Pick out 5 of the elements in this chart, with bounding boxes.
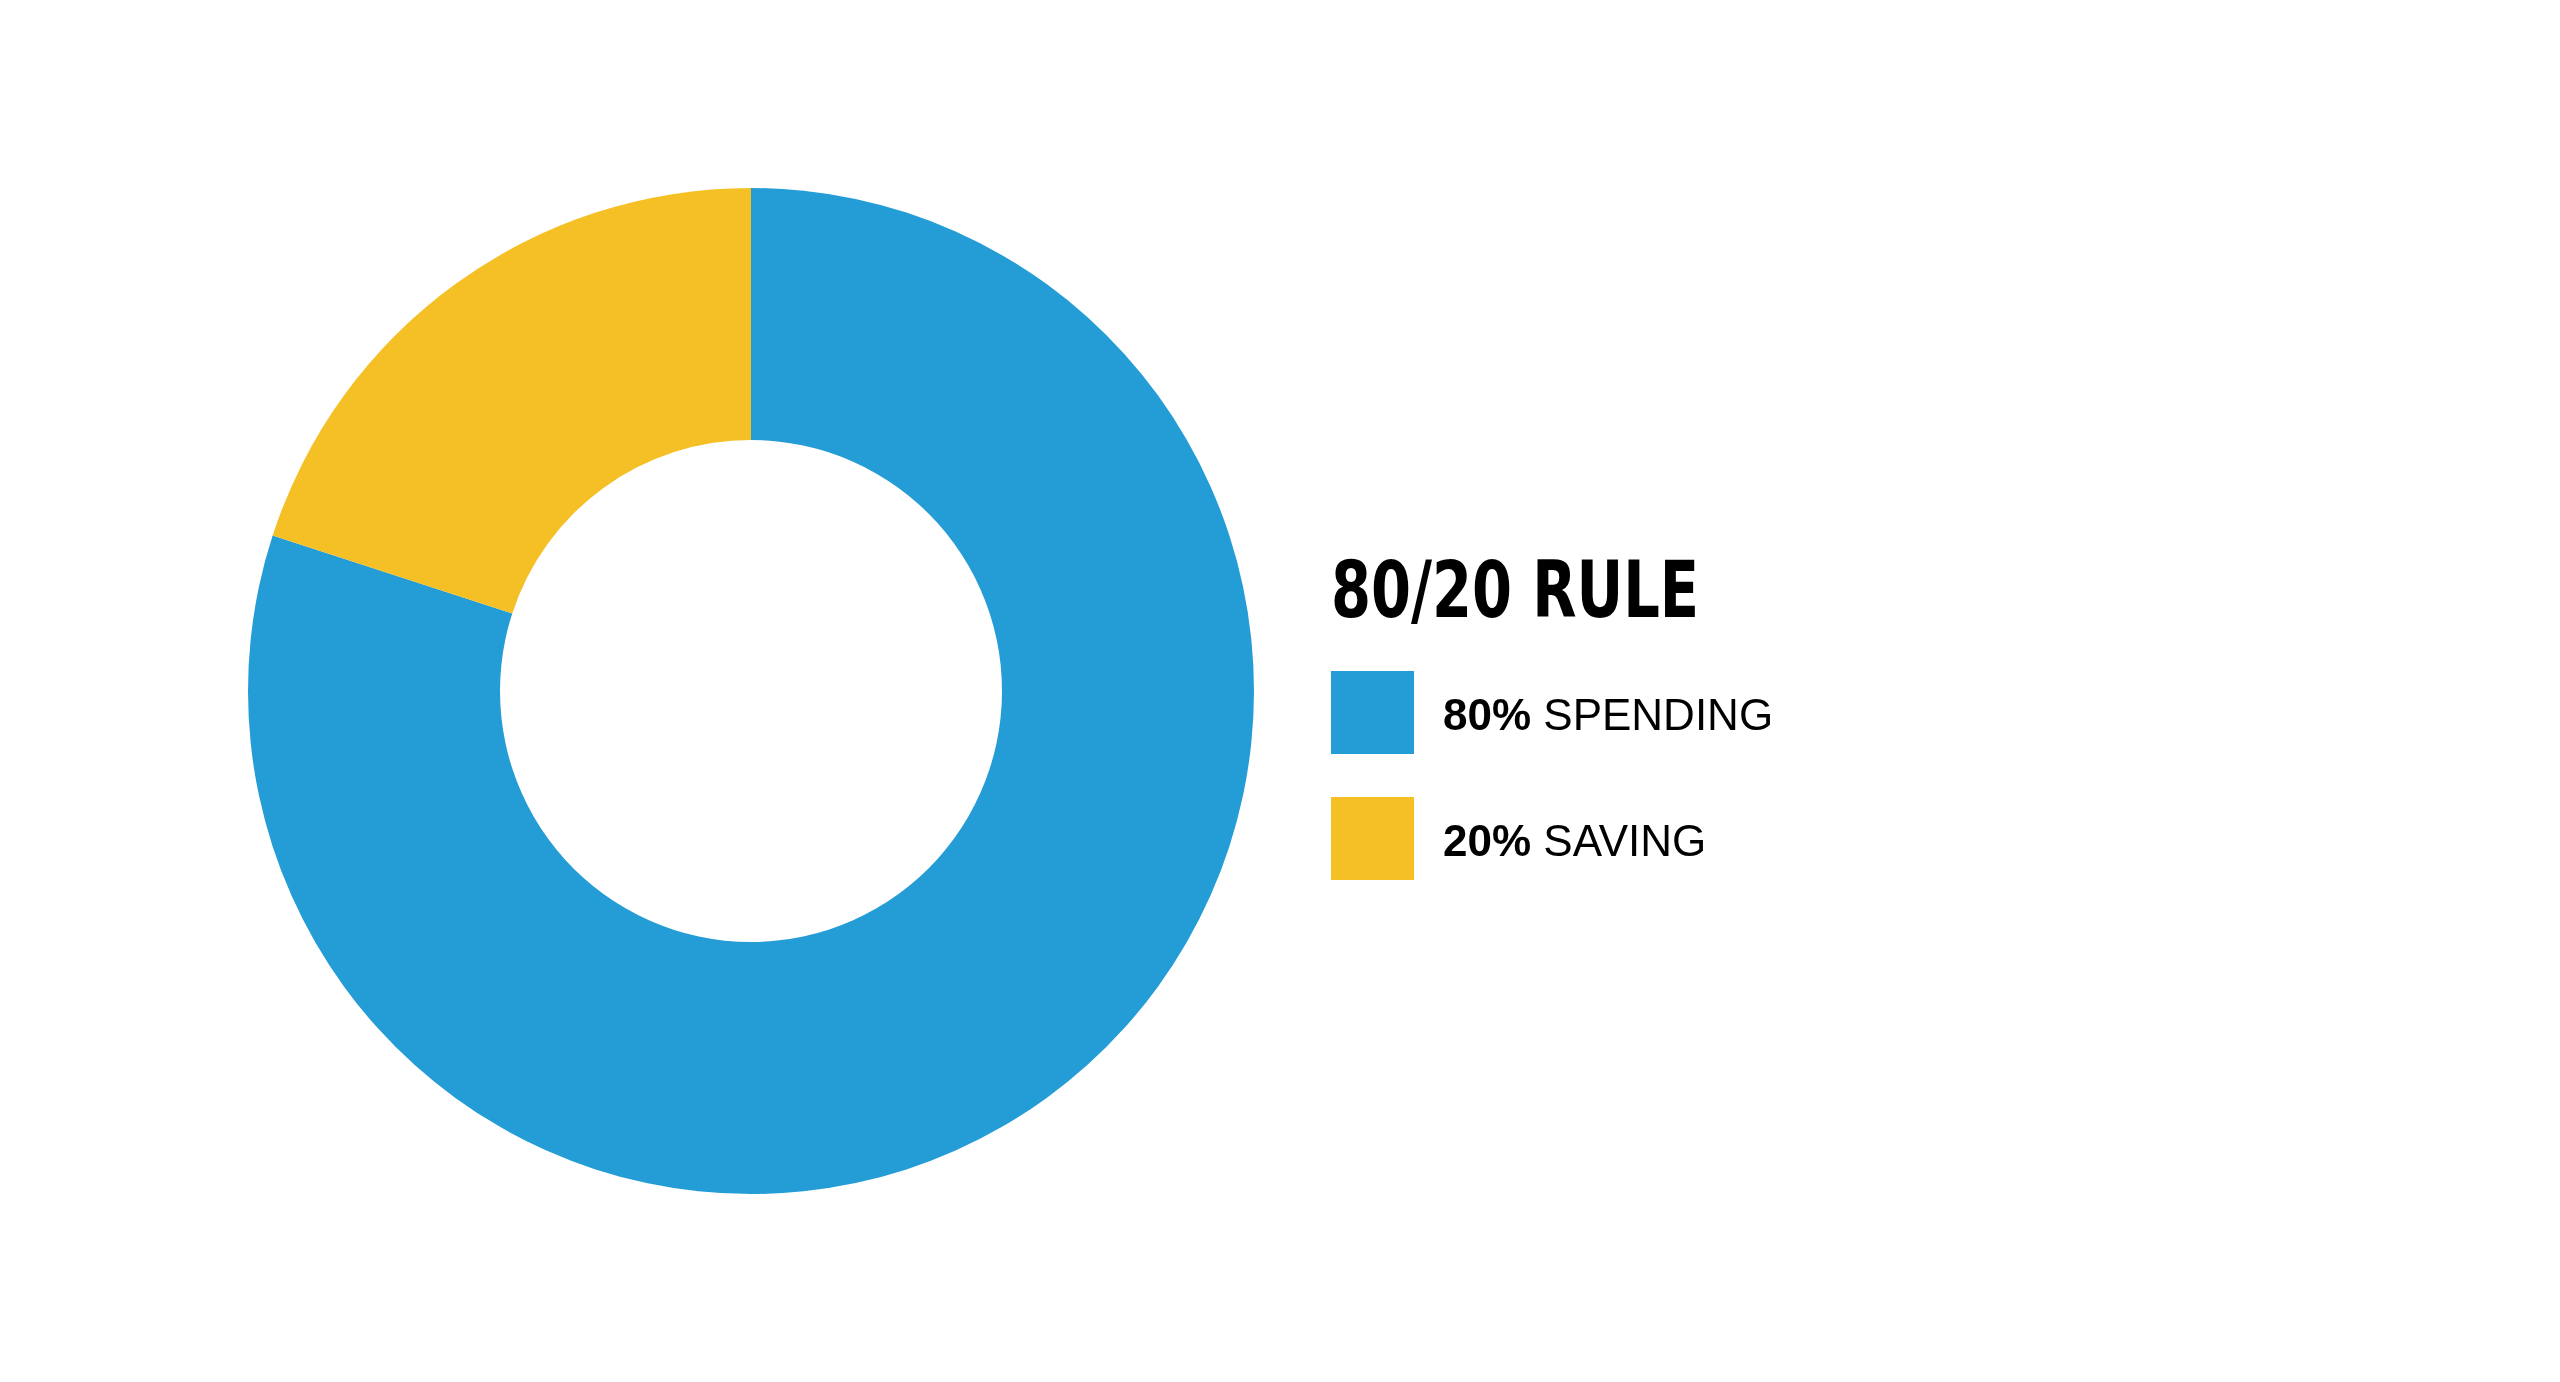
donut-slice bbox=[272, 188, 751, 614]
legend-label: 80% SPENDING bbox=[1443, 690, 1774, 739]
legend-label: 20% SAVING bbox=[1443, 816, 1707, 865]
donut-slice bbox=[248, 188, 1254, 1194]
legend-title: 80/20 RULE bbox=[1331, 544, 1700, 636]
